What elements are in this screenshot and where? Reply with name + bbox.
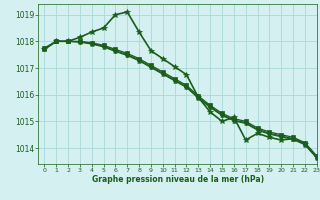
X-axis label: Graphe pression niveau de la mer (hPa): Graphe pression niveau de la mer (hPa) bbox=[92, 175, 264, 184]
